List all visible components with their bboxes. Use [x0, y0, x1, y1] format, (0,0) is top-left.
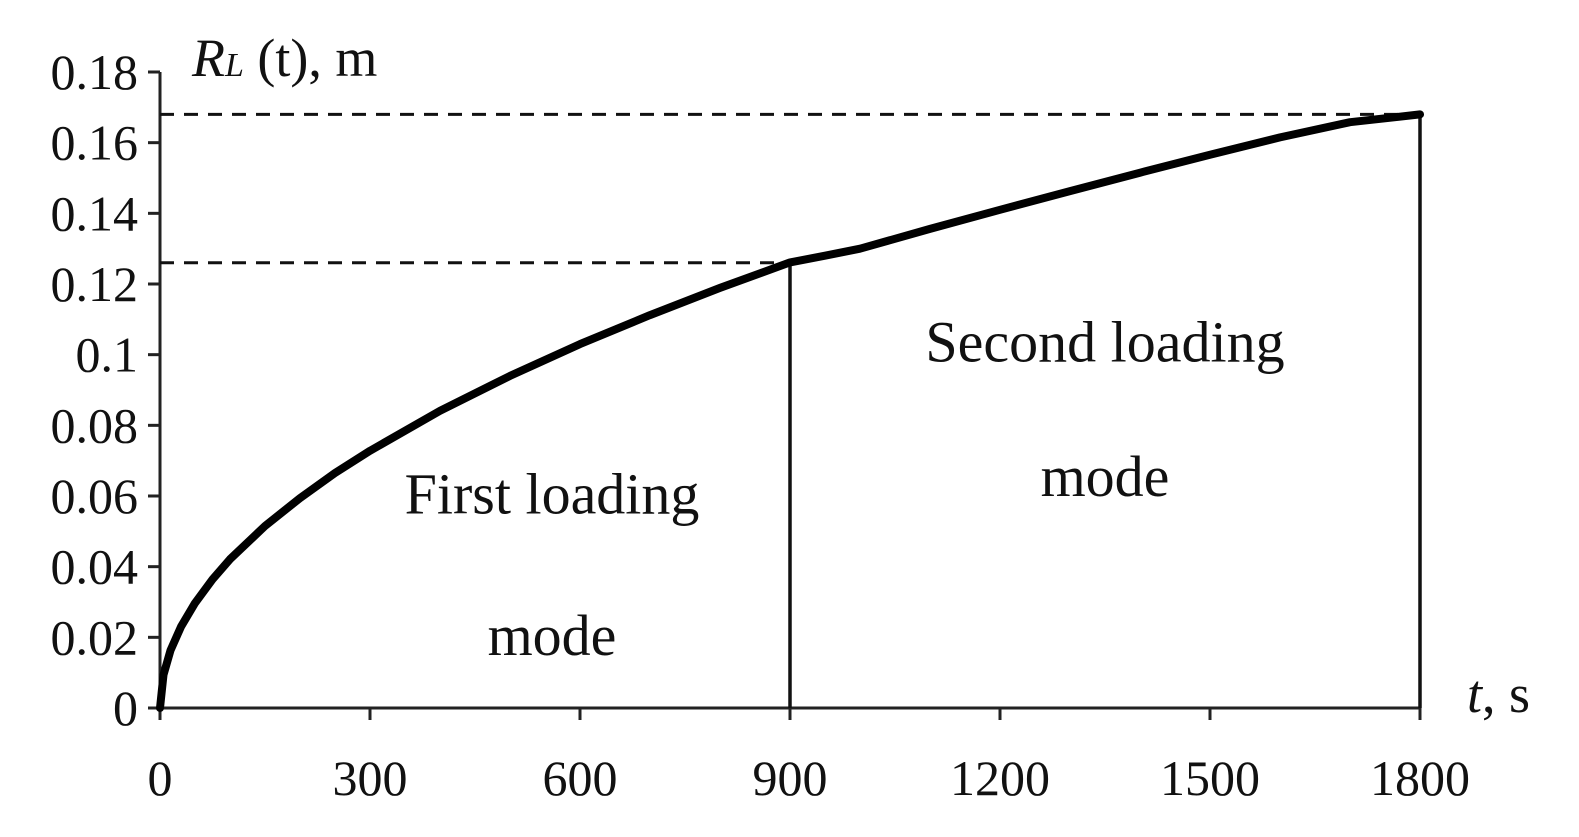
- y-axis-label-var: R: [191, 28, 225, 88]
- y-tick-label: 0.1: [76, 327, 139, 383]
- y-tick-label: 0.04: [51, 539, 139, 595]
- x-axis-label: t, s: [1467, 664, 1530, 724]
- x-tick-label: 600: [543, 750, 618, 806]
- region-label: mode: [488, 603, 617, 668]
- y-axis-label-sub: L: [224, 47, 244, 84]
- y-tick-label: 0.16: [51, 115, 139, 171]
- x-axis-label-var: t: [1467, 664, 1484, 724]
- y-axis-label-rest: (t), m: [244, 28, 377, 88]
- tick-marks: [148, 70, 1422, 720]
- y-tick-label: 0: [113, 680, 138, 736]
- y-tick-label: 0.14: [51, 185, 139, 241]
- y-tick-label: 0.02: [51, 609, 139, 665]
- reference-lines: [160, 112, 1422, 708]
- x-tick-label: 0: [148, 750, 173, 806]
- tick-labels: 0 0.02 0.04 0.06 0.08 0.1 0.12 0.14 0.16 0.18 0 300…: [51, 44, 1471, 806]
- series: [156, 110, 1424, 712]
- region-label: First loading: [405, 462, 700, 527]
- series-line: [156, 110, 1424, 712]
- x-tick-label: 1500: [1160, 750, 1260, 806]
- x-axis-label-unit: , s: [1482, 664, 1530, 724]
- y-tick-label: 0.06: [51, 468, 139, 524]
- region-label: Second loading: [925, 310, 1284, 375]
- region-label: mode: [1041, 444, 1170, 509]
- y-axis-label: RL (t), m: [191, 28, 377, 88]
- x-tick-label: 1200: [950, 750, 1050, 806]
- y-tick-label: 0.08: [51, 397, 139, 453]
- annotations: First loading mode Second loading mode: [405, 310, 1285, 668]
- x-tick-label: 1800: [1370, 750, 1470, 806]
- x-tick-label: 900: [753, 750, 828, 806]
- y-tick-label: 0.12: [51, 256, 139, 312]
- x-tick-label: 300: [333, 750, 408, 806]
- y-tick-label: 0.18: [51, 44, 139, 100]
